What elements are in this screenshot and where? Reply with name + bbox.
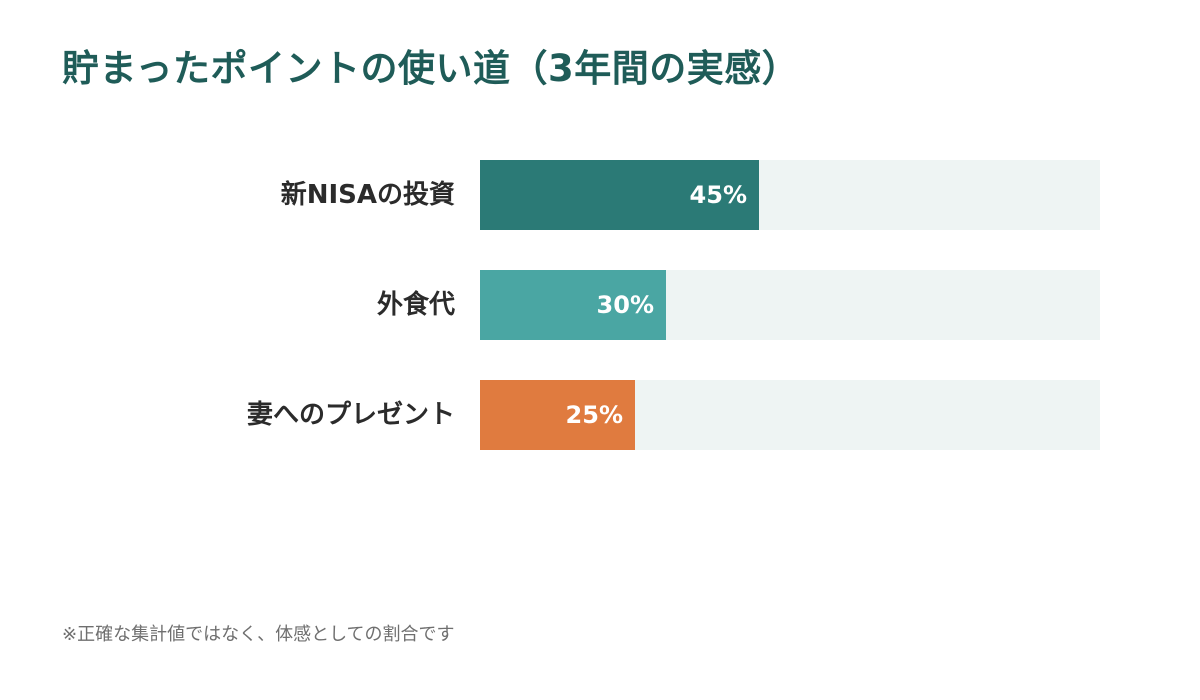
category-label: 妻へのプレゼント: [246, 400, 455, 430]
footnote: ※正確な集計値ではなく、体感としての割合です: [62, 624, 455, 645]
bar: 45%: [480, 160, 759, 230]
value-label: 25%: [565, 401, 623, 429]
value-label: 30%: [596, 291, 654, 319]
chart-title: 貯まったポイントの使い道（3年間の実感）: [62, 47, 800, 90]
bar-row: 外食代 30%: [0, 270, 1200, 340]
category-label: 外食代: [376, 290, 455, 320]
value-label: 45%: [689, 181, 747, 209]
category-label: 新NISAの投資: [280, 180, 455, 210]
bar: 25%: [480, 380, 635, 450]
bar-track: 45%: [480, 160, 1100, 230]
bar-track: 30%: [480, 270, 1100, 340]
bar-row: 妻へのプレゼント 25%: [0, 380, 1200, 450]
bar-track: 25%: [480, 380, 1100, 450]
bar: 30%: [480, 270, 666, 340]
bar-row: 新NISAの投資 45%: [0, 160, 1200, 230]
